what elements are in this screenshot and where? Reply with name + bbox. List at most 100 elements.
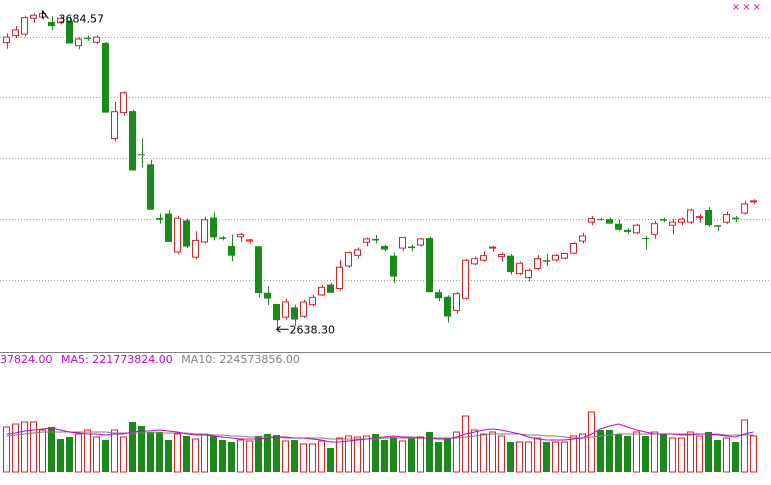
volume-bar — [552, 441, 559, 473]
volume-bar — [201, 433, 208, 473]
candle-body — [462, 259, 469, 299]
candle-body — [183, 220, 190, 247]
candle-body — [741, 203, 748, 214]
candle-body — [219, 237, 226, 239]
high-arrow-icon — [42, 10, 49, 19]
volume-bar — [300, 443, 307, 473]
volume-bar — [129, 422, 136, 472]
candle-body — [255, 246, 262, 294]
volume-bar — [30, 421, 37, 473]
candle-body — [417, 238, 424, 246]
candle-body — [174, 217, 181, 253]
candle-body — [642, 238, 649, 239]
candle-body — [696, 216, 703, 219]
candle-body — [273, 304, 280, 321]
volume-bar — [651, 431, 658, 473]
candle-body — [651, 223, 658, 235]
volume-value: 37824.00 — [0, 353, 53, 366]
candle-body — [534, 258, 541, 269]
candle-body — [750, 200, 757, 203]
volume-bar — [228, 442, 235, 472]
candle-body — [606, 219, 613, 224]
volume-bar — [543, 442, 550, 472]
volume-bar — [345, 435, 352, 473]
candle-body — [165, 213, 172, 242]
volume-bars — [3, 411, 757, 473]
volume-bar — [210, 436, 217, 472]
volume-bar — [615, 434, 622, 472]
candle-body — [66, 20, 73, 44]
candle-body — [336, 266, 343, 290]
volume-bar — [318, 440, 325, 473]
volume-bar — [408, 438, 415, 472]
ma5-line — [6, 423, 754, 443]
volume-bar — [462, 415, 469, 473]
candle-body — [561, 253, 568, 259]
candle-body — [444, 296, 451, 317]
candle-body — [408, 246, 415, 249]
candle-body — [309, 296, 316, 306]
volume-bar — [696, 435, 703, 473]
volume-bar — [138, 426, 145, 472]
candle-body — [84, 37, 91, 39]
volume-bar — [606, 430, 613, 472]
volume-bar — [156, 432, 163, 472]
volume-bar — [372, 434, 379, 472]
volume-bar — [174, 433, 181, 473]
candle-body — [318, 286, 325, 296]
candle-body — [327, 284, 334, 293]
low-arrow-icon — [276, 325, 289, 333]
volume-bar — [660, 434, 667, 472]
volume-bar — [525, 441, 532, 473]
candle-body — [705, 210, 712, 226]
volume-bar — [687, 431, 694, 473]
volume-bar — [435, 442, 442, 472]
candle-body — [507, 255, 514, 273]
candle-body — [399, 236, 406, 249]
volume-bar — [165, 440, 172, 472]
candle-body — [102, 42, 109, 113]
volume-bar — [57, 439, 64, 472]
candle-body — [291, 307, 298, 320]
candle-body — [192, 239, 199, 258]
candle-body — [210, 217, 217, 238]
volume-bar — [480, 433, 487, 473]
volume-bar — [291, 440, 298, 472]
candle-body — [120, 92, 127, 114]
candle-body — [543, 260, 550, 262]
volume-bar — [12, 423, 19, 473]
ma10-line — [6, 431, 754, 440]
candle-body — [21, 17, 28, 35]
candle-body — [354, 249, 361, 256]
candle-body — [678, 218, 685, 223]
volume-bar — [93, 436, 100, 473]
candle-body — [57, 17, 64, 24]
volume-bar — [183, 436, 190, 472]
volume-bar — [147, 432, 154, 472]
volume-bar — [39, 429, 46, 473]
candle-body — [723, 214, 730, 223]
volume-bar — [444, 438, 451, 472]
volume-bar — [192, 438, 199, 473]
candle-body — [363, 238, 370, 243]
candle-body — [579, 235, 586, 242]
candle-body — [246, 239, 253, 242]
candle-body — [3, 36, 10, 44]
candle-body — [624, 229, 631, 232]
candle-body — [156, 217, 163, 220]
volume-bar — [453, 431, 460, 473]
candle-body — [300, 301, 307, 317]
candle-body — [588, 218, 595, 223]
candle-body — [237, 233, 244, 238]
volume-bar — [597, 430, 604, 472]
volume-bar — [642, 436, 649, 472]
candle-body — [435, 292, 442, 299]
ma10-label: MA10: 224573856.00 — [181, 353, 300, 366]
candle-body — [669, 221, 676, 226]
candle-body — [453, 293, 460, 311]
candle-body — [390, 255, 397, 277]
corner-marks: ××× — [731, 2, 763, 13]
volume-bar — [471, 429, 478, 473]
candle-body — [516, 262, 523, 275]
volume-bar — [66, 437, 73, 472]
